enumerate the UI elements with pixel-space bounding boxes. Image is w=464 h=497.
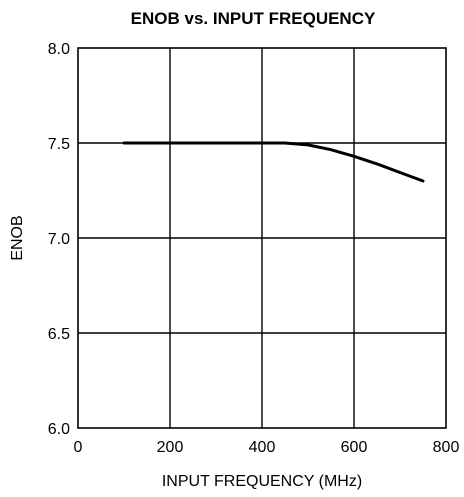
x-tick-label: 400 [249, 439, 276, 456]
x-tick-label: 800 [433, 439, 460, 456]
y-tick-label: 7.0 [48, 231, 70, 248]
x-tick-label: 0 [74, 439, 83, 456]
grid [78, 48, 446, 428]
chart-title: ENOB vs. INPUT FREQUENCY [131, 9, 376, 28]
y-axis-label: ENOB [9, 215, 26, 260]
x-tick-label: 600 [341, 439, 368, 456]
y-tick-label: 7.5 [48, 136, 70, 153]
series-line [124, 143, 423, 181]
x-tick-label: 200 [157, 439, 184, 456]
x-axis-label: INPUT FREQUENCY (MHz) [162, 473, 362, 490]
y-tick-label: 6.0 [48, 421, 70, 438]
y-tick-label: 6.5 [48, 326, 70, 343]
series-layer [124, 143, 423, 181]
tick-labels: 0 200 400 600 800 6.0 6.5 7.0 7.5 8.0 [48, 41, 460, 456]
y-tick-label: 8.0 [48, 41, 70, 58]
